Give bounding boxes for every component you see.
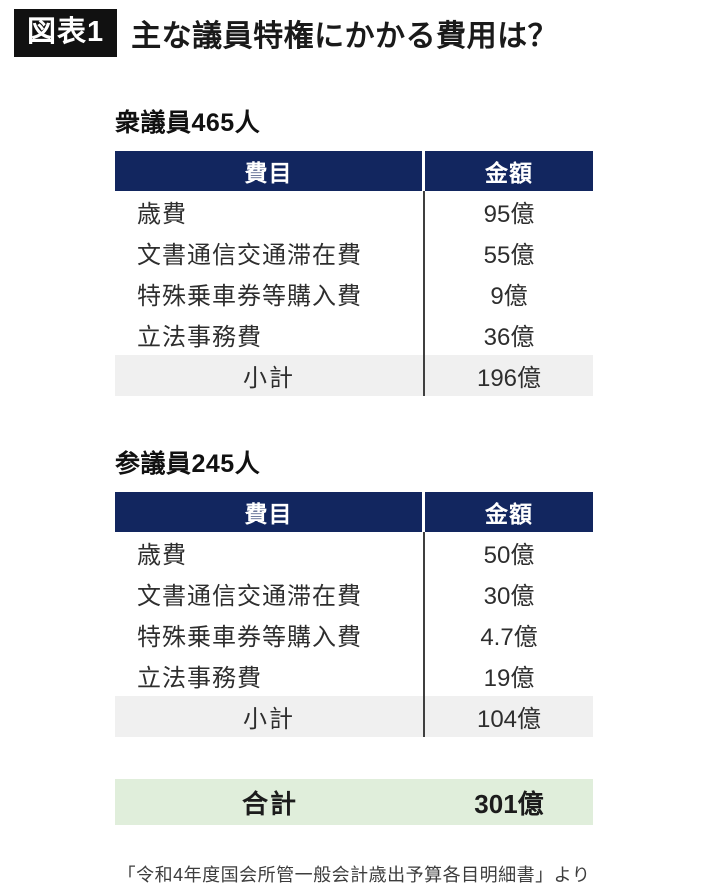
expense-amount: 30億 — [483, 583, 535, 610]
subtotal-amount: 104億 — [476, 706, 542, 733]
subtotal-row: 小計 196億 — [115, 355, 593, 396]
grand-total-label: 合計 — [241, 788, 298, 819]
table-row: 文書通信交通滞在費 55億 — [115, 232, 593, 273]
expense-item: 文書通信交通滞在費 — [115, 573, 425, 614]
grand-total-row: 合計 301億 — [115, 779, 593, 825]
figure-header: 図表1 主な議員特権にかかる費用は？ — [0, 0, 710, 58]
page-title: 主な議員特権にかかる費用は？ — [131, 20, 559, 53]
section-title-sangiin: 参議員245人 — [115, 450, 261, 478]
table-row: 立法事務費 36億 — [115, 314, 593, 355]
expense-item: 歳費 — [115, 191, 425, 232]
column-header-amount: 金額 — [425, 151, 593, 191]
subtotal-label: 小計 — [115, 355, 425, 396]
section-title-shugiin: 衆議員465人 — [115, 109, 261, 137]
figure-content: 衆議員465人 費目 金額 歳費 95億 文書通信交通滞在費 55億 特殊乗車券… — [115, 103, 593, 887]
expense-item: 立法事務費 — [115, 314, 425, 355]
expense-item: 歳費 — [115, 532, 425, 573]
table-row: 特殊乗車券等購入費 9億 — [115, 273, 593, 314]
expense-amount: 55億 — [483, 242, 535, 269]
table-header-row: 費目 金額 — [115, 151, 593, 191]
expense-item: 特殊乗車券等購入費 — [115, 273, 425, 314]
expense-amount: 95億 — [483, 201, 535, 228]
expense-table-sangiin: 費目 金額 歳費 50億 文書通信交通滞在費 30億 特殊乗車券等購入費 4.7… — [115, 492, 593, 737]
table-row: 文書通信交通滞在費 30億 — [115, 573, 593, 614]
expense-item: 文書通信交通滞在費 — [115, 232, 425, 273]
table-header-row: 費目 金額 — [115, 492, 593, 532]
expense-amount: 36億 — [483, 324, 535, 351]
column-header-item: 費目 — [115, 492, 425, 532]
expense-amount: 4.7億 — [480, 624, 538, 651]
column-header-item: 費目 — [115, 151, 425, 191]
subtotal-label: 小計 — [115, 696, 425, 737]
grand-total-amount: 301億 — [474, 788, 544, 819]
table-row: 歳費 95億 — [115, 191, 593, 232]
figure-number-badge: 図表1 — [14, 9, 118, 57]
expense-amount: 19億 — [483, 665, 535, 692]
expense-amount: 9億 — [490, 283, 528, 310]
expense-table-shugiin: 費目 金額 歳費 95億 文書通信交通滞在費 55億 特殊乗車券等購入費 9億 … — [115, 151, 593, 396]
table-row: 立法事務費 19億 — [115, 655, 593, 696]
expense-item: 立法事務費 — [115, 655, 425, 696]
table-row: 歳費 50億 — [115, 532, 593, 573]
source-note: 「令和4年度国会所管一般会計歳出予算各目明細書」より — [117, 865, 591, 885]
subtotal-amount: 196億 — [476, 365, 542, 392]
expense-item: 特殊乗車券等購入費 — [115, 614, 425, 655]
subtotal-row: 小計 104億 — [115, 696, 593, 737]
table-row: 特殊乗車券等購入費 4.7億 — [115, 614, 593, 655]
column-header-amount: 金額 — [425, 492, 593, 532]
expense-amount: 50億 — [483, 542, 535, 569]
